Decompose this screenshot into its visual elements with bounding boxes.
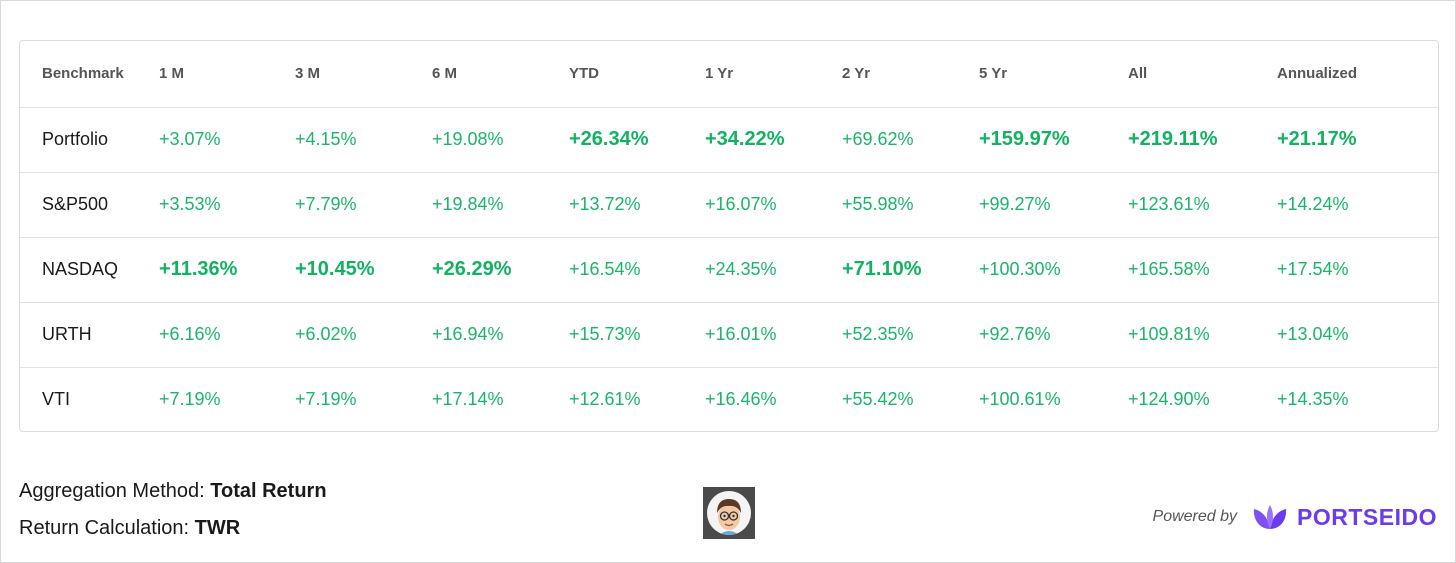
cell-value: +6.02%: [295, 324, 357, 344]
table-row: URTH +6.16% +6.02% +16.94% +15.73% +16.0…: [20, 302, 1438, 367]
cell-value-best: +26.29%: [432, 258, 512, 280]
row-name: URTH: [42, 324, 92, 344]
cell-value: +13.72%: [569, 194, 641, 214]
cell-value-best: +159.97%: [979, 128, 1070, 150]
avatar-icon: [703, 487, 755, 539]
table-header-row: Benchmark 1 M 3 M 6 M YTD 1 Yr 2 Yr 5 Yr…: [20, 41, 1438, 107]
aggregation-value: Total Return: [210, 480, 327, 502]
cell-value: +100.61%: [979, 389, 1061, 410]
powered-by: Powered by PORTSEIDO: [1153, 503, 1437, 531]
benchmark-table: Benchmark 1 M 3 M 6 M YTD 1 Yr 2 Yr 5 Yr…: [20, 41, 1438, 431]
cell-value: +7.79%: [295, 194, 357, 214]
header-benchmark: Benchmark: [42, 65, 124, 83]
cell-value: +16.54%: [569, 259, 641, 279]
aggregation-label: Aggregation Method:: [19, 480, 205, 502]
cell-value-best: +26.34%: [569, 128, 649, 150]
cell-value: +7.19%: [159, 389, 221, 410]
cell-value: +55.98%: [842, 194, 914, 214]
cell-value: +16.01%: [705, 324, 777, 344]
method-info: Aggregation Method: Total Return Return …: [19, 476, 327, 550]
return-calc-value: TWR: [194, 517, 241, 539]
header-3m: 3 M: [295, 65, 321, 83]
header-ytd: YTD: [569, 65, 599, 83]
cell-value: +69.62%: [842, 129, 914, 149]
benchmark-table-card: Benchmark 1 M 3 M 6 M YTD 1 Yr 2 Yr 5 Yr…: [19, 40, 1439, 432]
cell-value: +3.53%: [159, 194, 221, 214]
cell-value: +19.08%: [432, 129, 504, 149]
cell-value: +16.07%: [705, 194, 777, 214]
cell-value: +16.94%: [432, 324, 504, 344]
cell-value: +109.81%: [1128, 324, 1210, 344]
cell-value: +165.58%: [1128, 259, 1210, 279]
leaf-logo-icon: [1253, 505, 1287, 529]
table-row: Portfolio +3.07% +4.15% +19.08% +26.34% …: [20, 107, 1438, 172]
table-row: VTI +7.19% +7.19% +17.14% +12.61% +16.46…: [20, 367, 1438, 431]
header-5yr: 5 Yr: [979, 65, 1008, 83]
cell-value: +55.42%: [842, 389, 914, 410]
cell-value: +14.35%: [1277, 389, 1349, 410]
header-2yr: 2 Yr: [842, 65, 871, 83]
cell-value: +7.19%: [295, 389, 357, 410]
cell-value: +19.84%: [432, 194, 504, 214]
cell-value: +17.14%: [432, 389, 504, 410]
return-calculation: Return Calculation: TWR: [19, 513, 327, 550]
table-row: NASDAQ +11.36% +10.45% +26.29% +16.54% +…: [20, 237, 1438, 302]
cell-value: +123.61%: [1128, 194, 1210, 214]
cell-value: +124.90%: [1128, 389, 1210, 410]
brand-name[interactable]: PORTSEIDO: [1297, 503, 1437, 530]
header-6m: 6 M: [432, 65, 458, 83]
cell-value: +100.30%: [979, 259, 1061, 279]
cell-value: +4.15%: [295, 129, 357, 149]
header-1m: 1 M: [159, 65, 185, 83]
cell-value: +12.61%: [569, 389, 641, 410]
cell-value: +92.76%: [979, 324, 1051, 344]
cell-value: +52.35%: [842, 324, 914, 344]
cell-value-best: +11.36%: [159, 258, 238, 280]
row-name: VTI: [42, 389, 71, 410]
cell-value: +99.27%: [979, 194, 1051, 214]
row-name: S&P500: [42, 194, 109, 214]
cell-value-best: +71.10%: [842, 258, 922, 280]
aggregation-method: Aggregation Method: Total Return: [19, 476, 327, 513]
cell-value: +3.07%: [159, 129, 221, 149]
cell-value: +24.35%: [705, 259, 777, 279]
cell-value: +15.73%: [569, 324, 641, 344]
cell-value-best: +34.22%: [705, 128, 785, 150]
header-1yr: 1 Yr: [705, 65, 734, 83]
cell-value: +16.46%: [705, 389, 777, 410]
cell-value: +6.16%: [159, 324, 221, 344]
header-all: All: [1128, 65, 1148, 83]
header-annualized: Annualized: [1277, 65, 1358, 83]
powered-by-label: Powered by: [1152, 508, 1238, 525]
cell-value-best: +219.11%: [1128, 128, 1218, 150]
avatar-drawing: [717, 499, 741, 535]
cell-value: +17.54%: [1277, 259, 1349, 279]
cell-value: +14.24%: [1277, 194, 1349, 214]
avatar-face: [707, 491, 751, 535]
return-calc-label: Return Calculation:: [19, 517, 190, 539]
cell-value: +13.04%: [1277, 324, 1349, 344]
table-row: S&P500 +3.53% +7.79% +19.84% +13.72% +16…: [20, 172, 1438, 237]
cell-value-best: +10.45%: [295, 258, 375, 280]
row-name: NASDAQ: [42, 259, 119, 279]
row-name: Portfolio: [42, 129, 109, 149]
cell-value-best: +21.17%: [1277, 128, 1357, 150]
